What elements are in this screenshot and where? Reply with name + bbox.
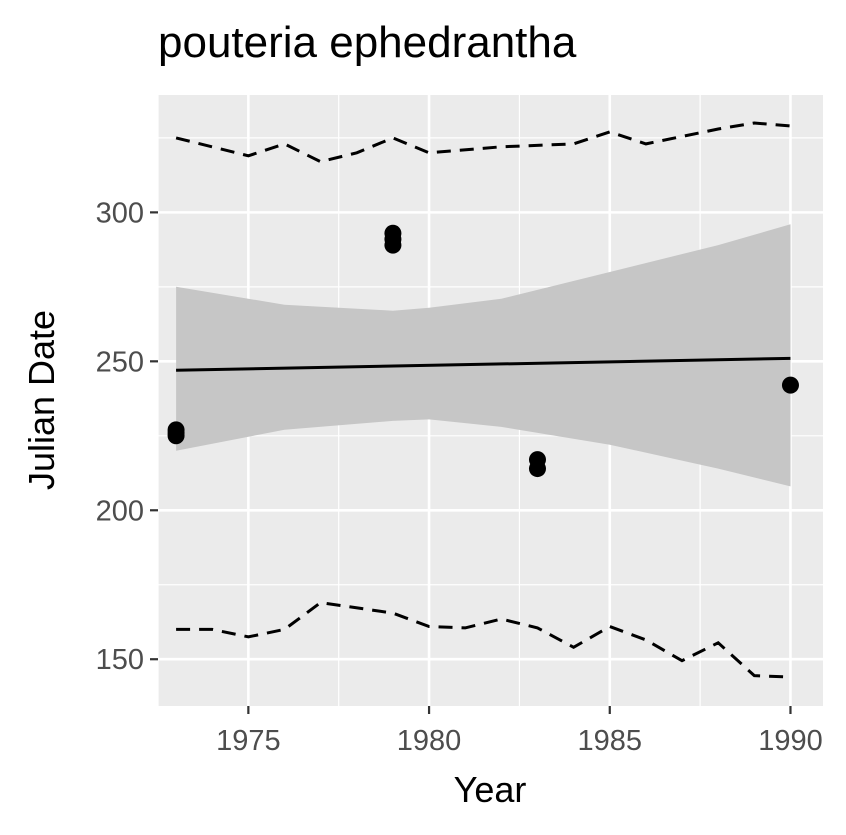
y-tick-label: 300: [96, 197, 144, 229]
y-axis: 150 200 250 300: [96, 197, 158, 676]
data-point: [384, 224, 402, 242]
lines-layer: [175, 121, 791, 679]
x-tick-label: 1980: [397, 725, 462, 757]
trend-line: [176, 356, 791, 372]
y-axis-title: Julian Date: [21, 310, 62, 490]
confidence-band: [176, 224, 791, 487]
x-tick-label: 1975: [216, 725, 281, 757]
x-axis-title: Year: [454, 769, 527, 810]
y-tick-label: 250: [96, 346, 144, 378]
x-axis: 1975 1980 1985 1990: [216, 706, 823, 757]
data-point: [781, 376, 799, 394]
chart-title: pouteria ephedrantha: [158, 18, 577, 67]
lower-dashed-line: [176, 601, 791, 679]
y-tick-label: 200: [96, 495, 144, 527]
data-point: [167, 421, 185, 439]
y-tick-label: 150: [96, 644, 144, 676]
points-layer: [167, 224, 799, 478]
x-tick-label: 1985: [578, 725, 643, 757]
data-point: [528, 451, 546, 469]
confidence-band-layer: [176, 224, 791, 487]
upper-dashed-line: [175, 121, 791, 164]
x-tick-label: 1990: [758, 725, 823, 757]
